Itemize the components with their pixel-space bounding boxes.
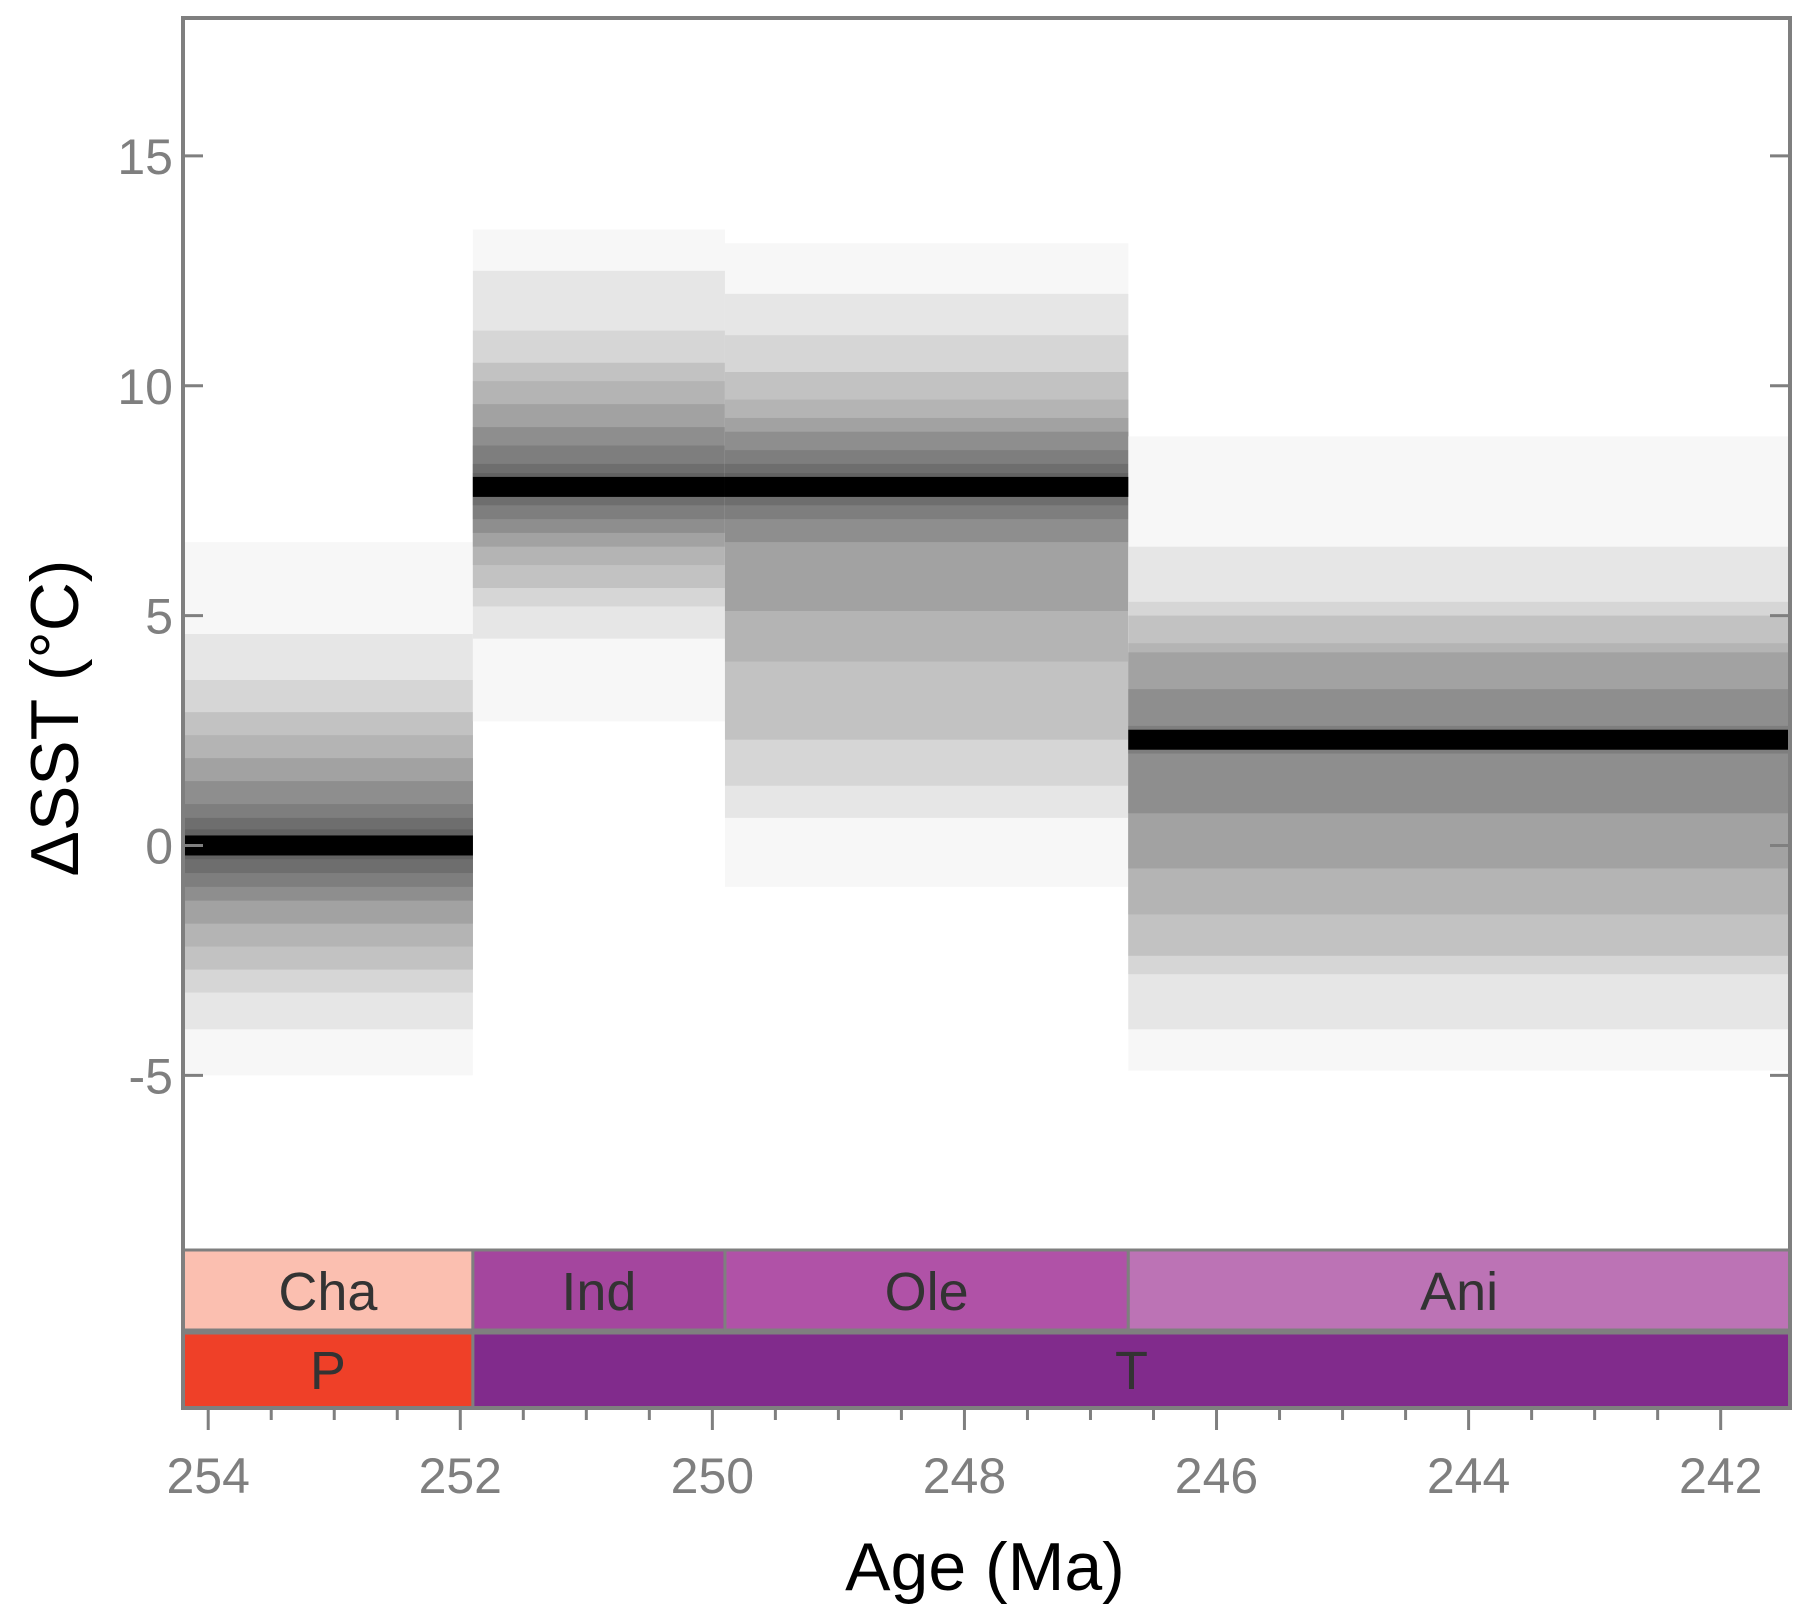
stratigraphic-column: Cha Ind Ole Ani P T [181, 1248, 1792, 1410]
median-line-4 [1128, 729, 1790, 750]
x-axis-title: Age (Ma) [845, 1529, 1125, 1605]
x-tick-label: 244 [1427, 1448, 1510, 1504]
stage-label-ind: Ind [561, 1262, 636, 1322]
x-tick-label: 242 [1679, 1448, 1762, 1504]
x-tick-label: 246 [1175, 1448, 1258, 1504]
stage-label-ole: Ole [885, 1262, 969, 1322]
y-tick-label: 15 [117, 129, 173, 185]
x-tick-label: 252 [419, 1448, 502, 1504]
frame-border [181, 16, 1792, 1410]
median-line-1 [183, 835, 473, 856]
stage-box-ole [723, 1248, 1130, 1332]
x-tick-label: 254 [166, 1448, 249, 1504]
x-tick-label: 250 [671, 1448, 754, 1504]
y-tick-label: -5 [129, 1048, 173, 1104]
median-line-3 [724, 476, 1129, 497]
y-tick-label: 5 [145, 589, 173, 645]
y-axis-title: ΔSST (°C) [17, 560, 93, 877]
stage-box-cha [181, 1248, 475, 1332]
stage-box-ani [1126, 1248, 1792, 1332]
period-label-t: T [1115, 1341, 1148, 1401]
median-line-2 [472, 476, 725, 497]
x-tick-label: 248 [923, 1448, 1006, 1504]
stage-label-ani: Ani [1420, 1262, 1498, 1322]
median-lines [183, 476, 1790, 856]
stage-box-ind [471, 1248, 727, 1332]
period-label-p: P [310, 1341, 346, 1401]
y-tick-label: 10 [117, 359, 173, 415]
stage-label-cha: Cha [278, 1262, 378, 1322]
x-axis-ticks: 254 252 250 248 246 244 242 [166, 1408, 1762, 1504]
y-tick-label: 0 [145, 818, 173, 874]
y-axis-ticks: -5 0 5 10 15 [117, 129, 1790, 1104]
plot-frame [181, 16, 1792, 1410]
